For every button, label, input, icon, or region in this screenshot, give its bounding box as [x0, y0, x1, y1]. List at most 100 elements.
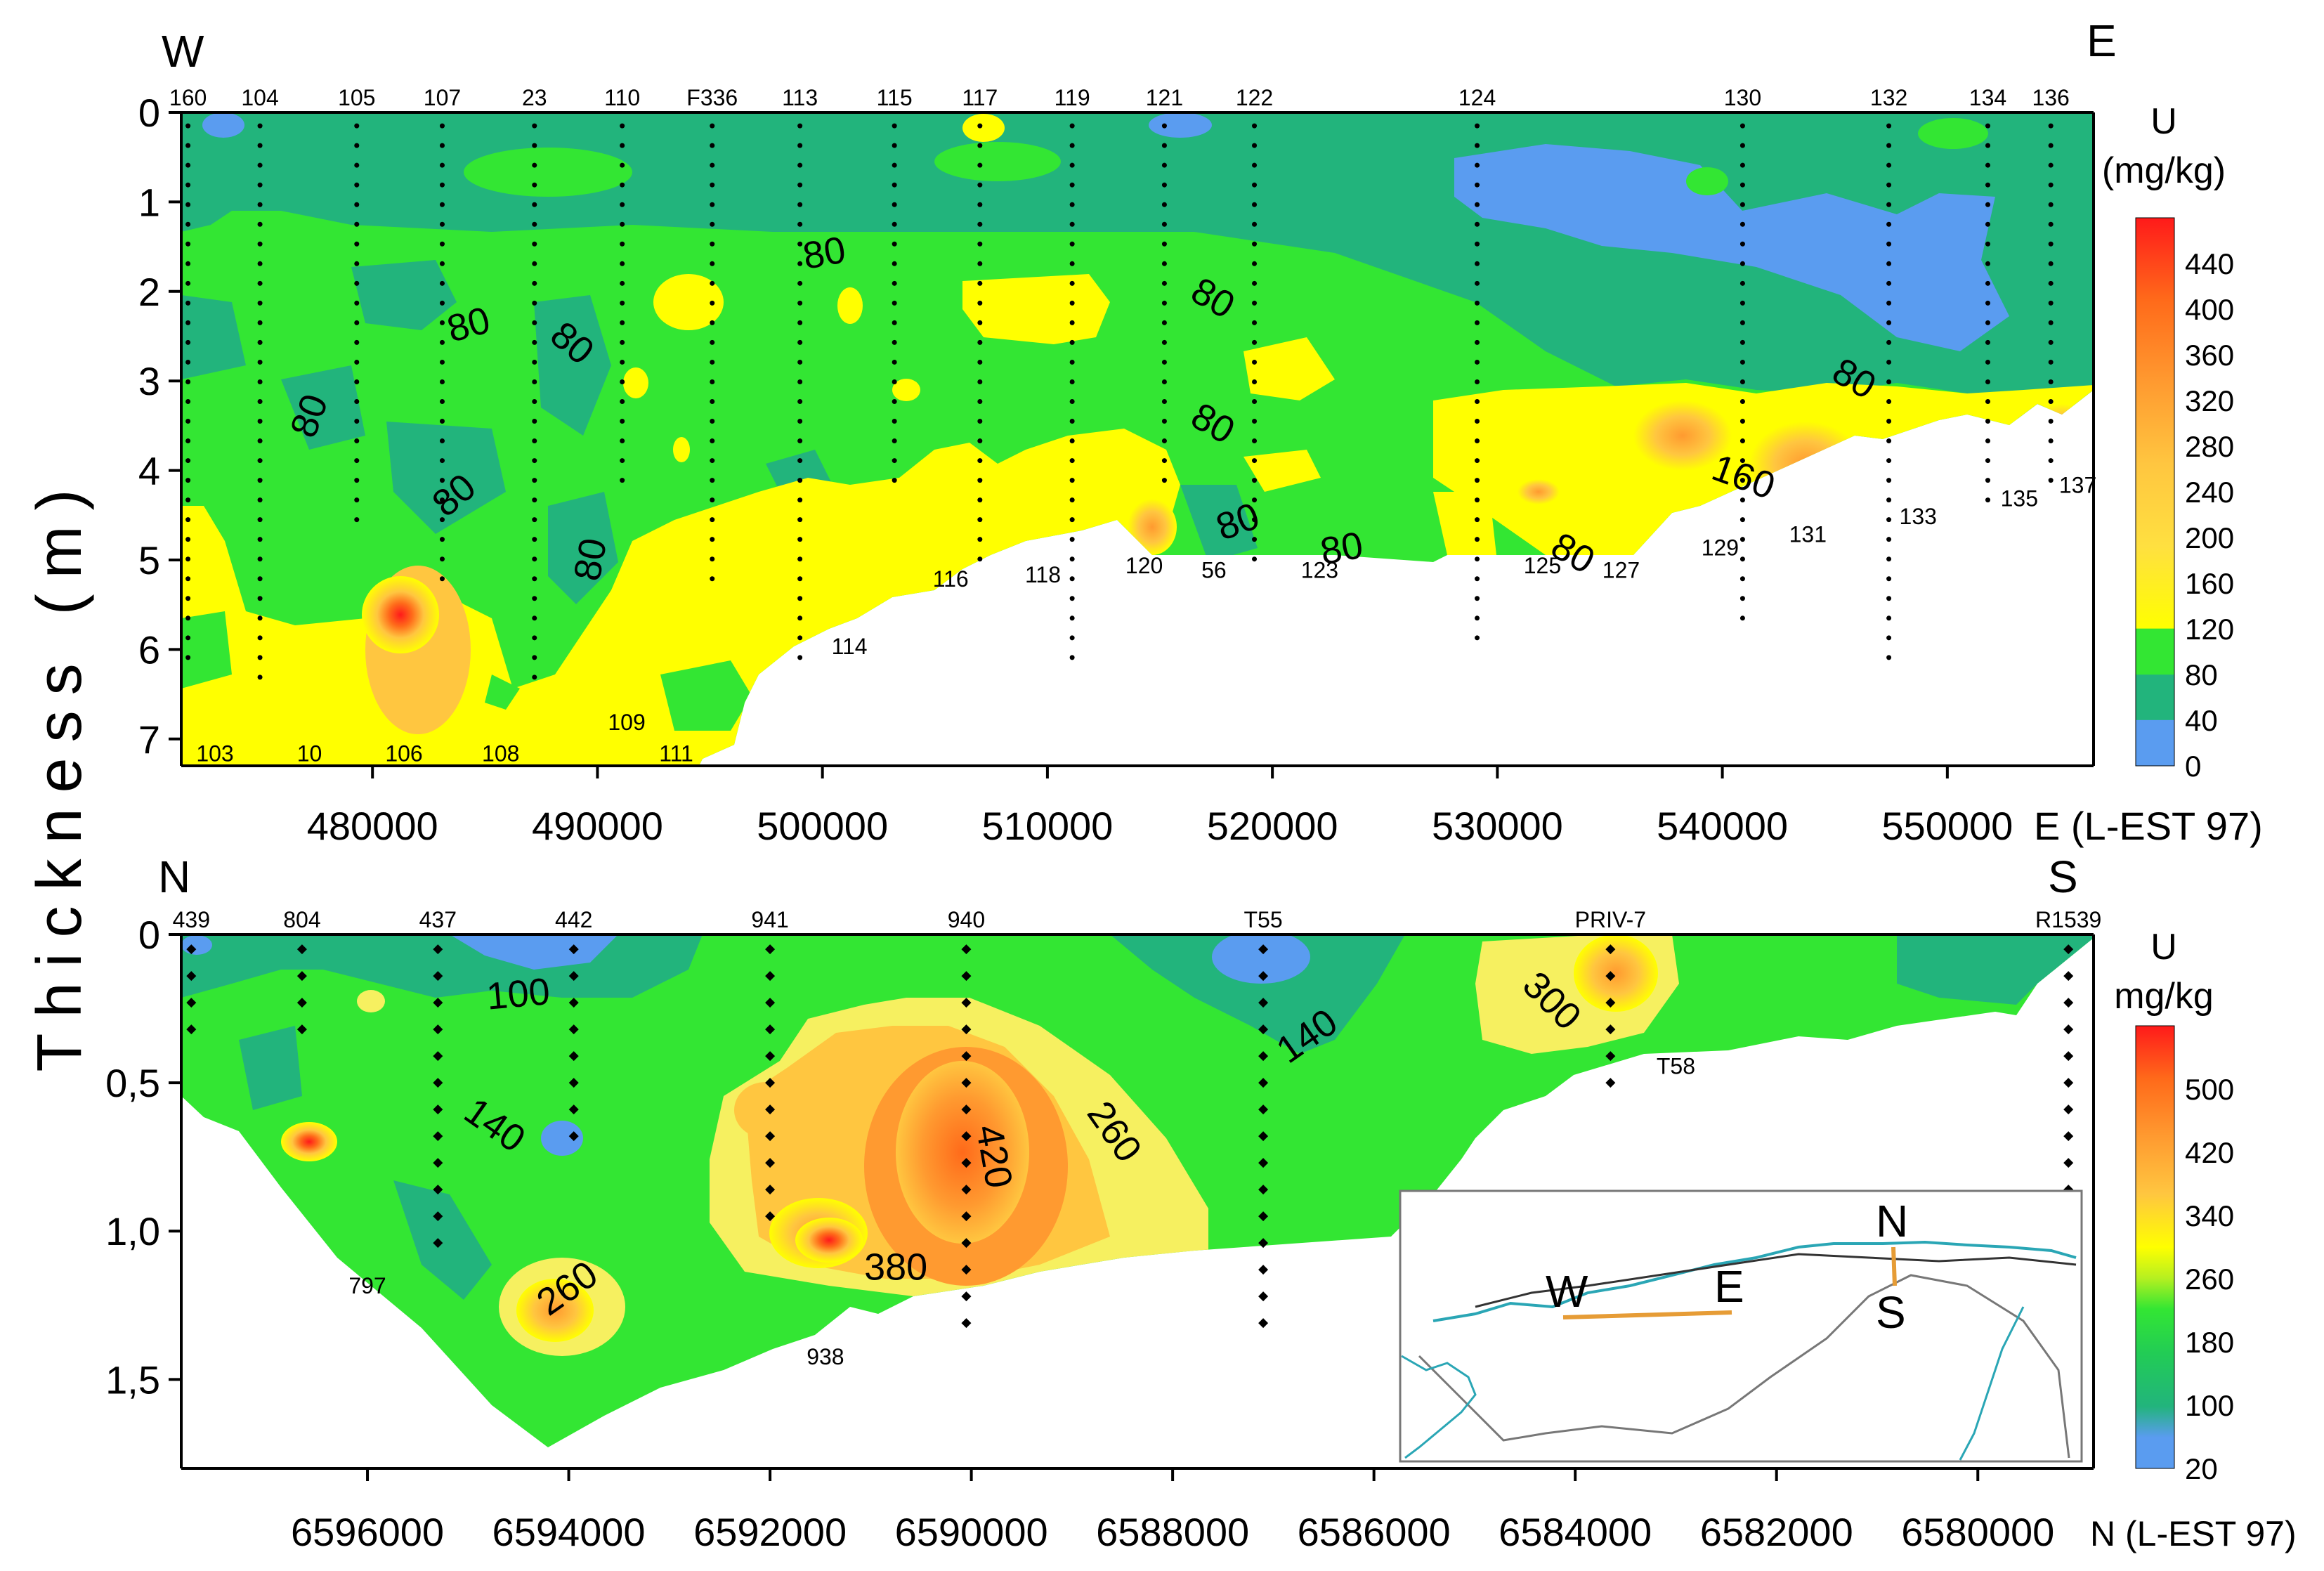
borehole-label: 125: [1524, 553, 1561, 578]
sample-point: [620, 478, 625, 483]
sample-point: [439, 497, 445, 503]
sample-point: [257, 419, 263, 424]
sample-point: [354, 280, 360, 286]
sample-point: [1252, 241, 1258, 247]
sample-point: [1258, 1078, 1269, 1088]
sample-point: [185, 635, 191, 641]
sample-point: [797, 261, 803, 266]
sample-point: [354, 497, 360, 503]
sample-point: [1886, 123, 1892, 129]
sample-point: [1985, 320, 1990, 325]
sample-point: [354, 202, 360, 207]
sample-point: [439, 419, 445, 424]
sample-point: [185, 320, 191, 325]
y-tick-label: 0: [138, 913, 160, 957]
sample-point: [1258, 1238, 1269, 1249]
sample-point: [765, 944, 776, 955]
sample-point: [620, 398, 625, 404]
sample-point: [1475, 320, 1480, 325]
sample-point: [257, 517, 263, 523]
sample-point: [1161, 398, 1167, 404]
colorbar-tick-label: 240: [2185, 476, 2234, 509]
sample-point: [439, 202, 445, 207]
sample-point: [797, 339, 803, 345]
sample-point: [1161, 419, 1167, 424]
colorbar-unit: (mg/kg): [2102, 150, 2226, 191]
sample-point: [977, 123, 983, 129]
borehole-label: 110: [604, 85, 640, 110]
sample-point: [1252, 182, 1258, 188]
sample-point: [710, 261, 715, 266]
sample-point: [1739, 280, 1745, 286]
sample-point: [620, 221, 625, 227]
sample-point: [961, 1265, 972, 1275]
sample-point: [797, 280, 803, 286]
sample-point: [1605, 971, 1616, 982]
sample-point: [797, 655, 803, 660]
sample-point: [797, 320, 803, 325]
colorbar-unit: mg/kg: [2114, 976, 2214, 1017]
sample-point: [433, 944, 443, 955]
inset-outcrop-edge: [1475, 1253, 2077, 1308]
sample-point: [296, 971, 307, 982]
sample-point: [1252, 202, 1258, 207]
sample-point: [797, 241, 803, 247]
sample-point: [257, 359, 263, 365]
sample-point: [1069, 517, 1075, 523]
sample-point: [532, 537, 537, 542]
sample-point: [797, 537, 803, 542]
sample-point: [185, 221, 191, 227]
we-borehole-labels: 160 104 105 107 23 110 F336 113 115 117 119 121 122 1…: [169, 85, 2096, 767]
inset-label-n: N: [1876, 1196, 1908, 1246]
sample-point: [620, 202, 625, 207]
sample-point: [1252, 458, 1258, 464]
sample-point: [797, 615, 803, 621]
sample-point: [1069, 162, 1075, 168]
sample-point: [1475, 261, 1480, 266]
sample-point: [185, 280, 191, 286]
sample-point: [2048, 123, 2054, 129]
sample-point: [1985, 300, 1990, 306]
sample-point: [1252, 379, 1258, 384]
borehole-label: 133: [1900, 504, 1937, 529]
sample-point: [797, 635, 803, 641]
sample-point: [354, 458, 360, 464]
sample-point: [1252, 300, 1258, 306]
sample-point: [710, 556, 715, 562]
borehole-label: 137: [2059, 472, 2096, 497]
contour-label: 80: [1317, 524, 1366, 573]
sample-point: [1739, 221, 1745, 227]
sample-point: [892, 419, 897, 424]
sample-point: [961, 944, 972, 955]
sample-point: [2048, 458, 2054, 464]
sample-point: [710, 458, 715, 464]
borehole-label: 114: [832, 634, 868, 659]
sample-point: [1252, 497, 1258, 503]
borehole-label: 118: [1025, 562, 1061, 587]
sample-point: [620, 280, 625, 286]
sample-point: [1252, 537, 1258, 542]
sample-point: [257, 241, 263, 247]
sample-point: [354, 123, 360, 129]
sample-point: [1069, 320, 1075, 325]
sample-point: [257, 261, 263, 266]
x-tick-label: 550000: [1881, 804, 2013, 848]
borehole-label: 940: [948, 907, 985, 932]
sample-point: [1886, 576, 1892, 582]
sample-point: [1475, 438, 1480, 444]
sample-point: [1886, 339, 1892, 345]
sample-point: [1161, 162, 1167, 168]
sample-point: [1161, 202, 1167, 207]
colorbar-tick-label: 80: [2185, 658, 2218, 691]
colorbar-tick-label: 280: [2185, 430, 2234, 463]
sample-point: [354, 261, 360, 266]
sample-point: [354, 517, 360, 523]
borehole-label: 439: [173, 907, 210, 932]
sample-point: [1739, 576, 1745, 582]
sample-point: [892, 241, 897, 247]
sample-point: [1161, 359, 1167, 365]
sample-point: [1475, 615, 1480, 621]
sample-point: [1886, 202, 1892, 207]
inset-islands: [1401, 1355, 1477, 1459]
colorbar-tick-label: 160: [2185, 567, 2234, 600]
